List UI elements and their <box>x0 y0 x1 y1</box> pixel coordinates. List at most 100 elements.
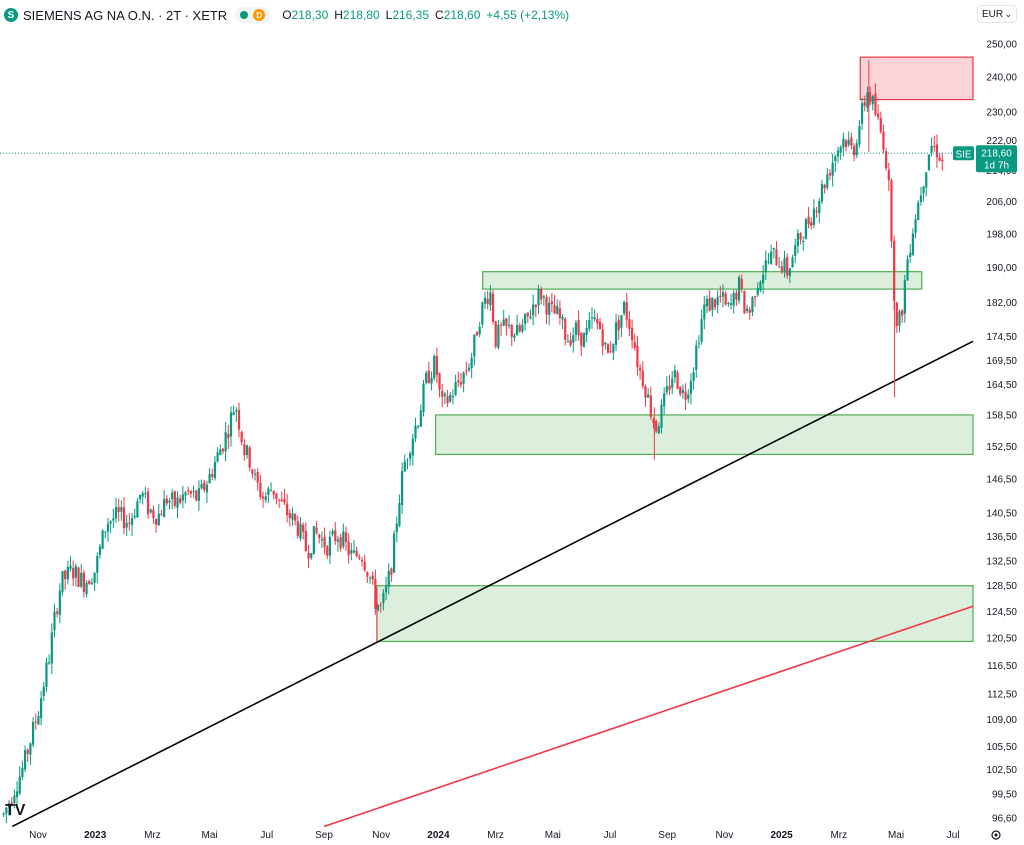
candle-body <box>778 266 781 268</box>
market-status-pill[interactable]: D <box>235 7 271 23</box>
time-tick-label: Nov <box>716 830 734 841</box>
price-tick-label: 240,00 <box>986 73 1017 84</box>
candle-body <box>417 426 420 428</box>
candle-body <box>826 174 829 188</box>
currency-selector[interactable]: EUR ⌄ <box>977 5 1017 23</box>
settings-gear-icon[interactable] <box>991 830 1001 840</box>
candle-body <box>727 302 730 304</box>
candle-body <box>914 219 917 233</box>
candle-body <box>245 445 249 455</box>
candle-body <box>425 372 428 383</box>
candle-body <box>740 278 743 289</box>
candle-body <box>29 743 32 755</box>
candle-body <box>588 319 591 329</box>
price-tag-symbol: SIE <box>955 149 971 160</box>
symbol-header: S SIEMENS AG NA O.N. · 2T · XETR D O 218,… <box>0 0 960 30</box>
candle-body <box>77 567 80 587</box>
candle-body <box>37 715 40 725</box>
candle-body <box>729 303 733 305</box>
candle-body <box>213 462 217 479</box>
candle-body <box>26 749 29 754</box>
candle-body <box>871 95 874 105</box>
candle-body <box>818 201 821 214</box>
candle-body <box>352 550 356 553</box>
candle-body <box>7 803 11 808</box>
candle-body <box>401 471 404 505</box>
time-tick-label: Mai <box>545 830 561 841</box>
price-tick-label: 158,50 <box>986 410 1017 421</box>
candle-body <box>342 531 345 547</box>
price-tick-label: 182,00 <box>986 298 1017 309</box>
gear-icon[interactable] <box>991 830 1001 840</box>
candle-body <box>66 566 69 580</box>
candle-body <box>548 302 551 315</box>
candle-body <box>441 390 444 397</box>
candle-body <box>409 453 412 459</box>
support-zone-3[interactable] <box>376 585 974 643</box>
candle-body <box>770 251 773 264</box>
candle-body <box>868 92 872 103</box>
candle-body <box>748 309 751 313</box>
candle-body <box>847 139 850 145</box>
candle-body <box>815 210 818 213</box>
candle-body <box>719 295 722 298</box>
candle-body <box>363 561 366 571</box>
candle-body <box>601 329 604 347</box>
support-zone-1[interactable] <box>482 271 923 290</box>
price-tick-label: 174,50 <box>986 332 1017 343</box>
candle-body <box>302 524 305 532</box>
candle-body <box>852 146 856 156</box>
candle-body <box>360 560 364 562</box>
candle-body <box>176 497 179 508</box>
candle-body <box>320 538 323 541</box>
chevron-down-icon: ⌄ <box>1004 8 1012 19</box>
candle-body <box>925 172 928 188</box>
candle-body <box>622 302 626 314</box>
trendline-red-1[interactable] <box>323 605 974 828</box>
candle-body <box>703 304 706 320</box>
resistance-zone-0[interactable] <box>859 56 974 101</box>
symbol-title[interactable]: SIEMENS AG NA O.N. · 2T · XETR <box>23 7 228 23</box>
candle-body <box>673 370 676 378</box>
candle-body <box>371 575 374 580</box>
candle-body <box>323 536 326 548</box>
candle-body <box>644 386 647 398</box>
candle-body <box>101 530 104 549</box>
candle-body <box>459 382 463 385</box>
candle-body <box>941 159 944 162</box>
candle-body <box>61 571 64 592</box>
candle-body <box>312 526 315 555</box>
symbol-logo[interactable]: S <box>4 8 18 22</box>
candle-body <box>799 233 802 240</box>
candle-body <box>486 298 489 304</box>
candle-body <box>31 722 35 745</box>
price-tick-label: 105,50 <box>986 742 1017 753</box>
candle-body <box>18 776 21 794</box>
candle-body <box>264 496 267 501</box>
candle-body <box>141 493 144 497</box>
candle-body <box>502 319 505 326</box>
price-axis[interactable]: 250,00240,00230,00222,00214,00206,00198,… <box>986 40 1017 825</box>
candle-body <box>195 490 198 501</box>
candle-body <box>160 513 163 516</box>
price-tick-label: 116,50 <box>987 661 1017 672</box>
candle-body <box>299 523 302 539</box>
time-axis[interactable]: Nov 2023 Mrz Mai Jul Sep Nov 2024 Mrz Mai Jul Sep No… <box>29 830 959 841</box>
candle-body <box>903 280 906 314</box>
candle-body <box>647 394 650 398</box>
candle-body <box>558 308 561 318</box>
candle-body <box>171 492 174 499</box>
candle-body <box>542 296 545 298</box>
price-tick-label: 102,50 <box>986 765 1017 776</box>
support-zone-2[interactable] <box>434 414 974 455</box>
market-open-icon <box>240 11 249 19</box>
candle-body <box>751 297 754 313</box>
trendline-black-0[interactable] <box>11 340 974 828</box>
candle-body <box>203 482 206 491</box>
candle-body <box>614 322 618 345</box>
candle-body <box>192 491 195 493</box>
candle-body <box>10 802 13 804</box>
candle-body <box>138 494 142 500</box>
candle-body <box>807 216 810 225</box>
